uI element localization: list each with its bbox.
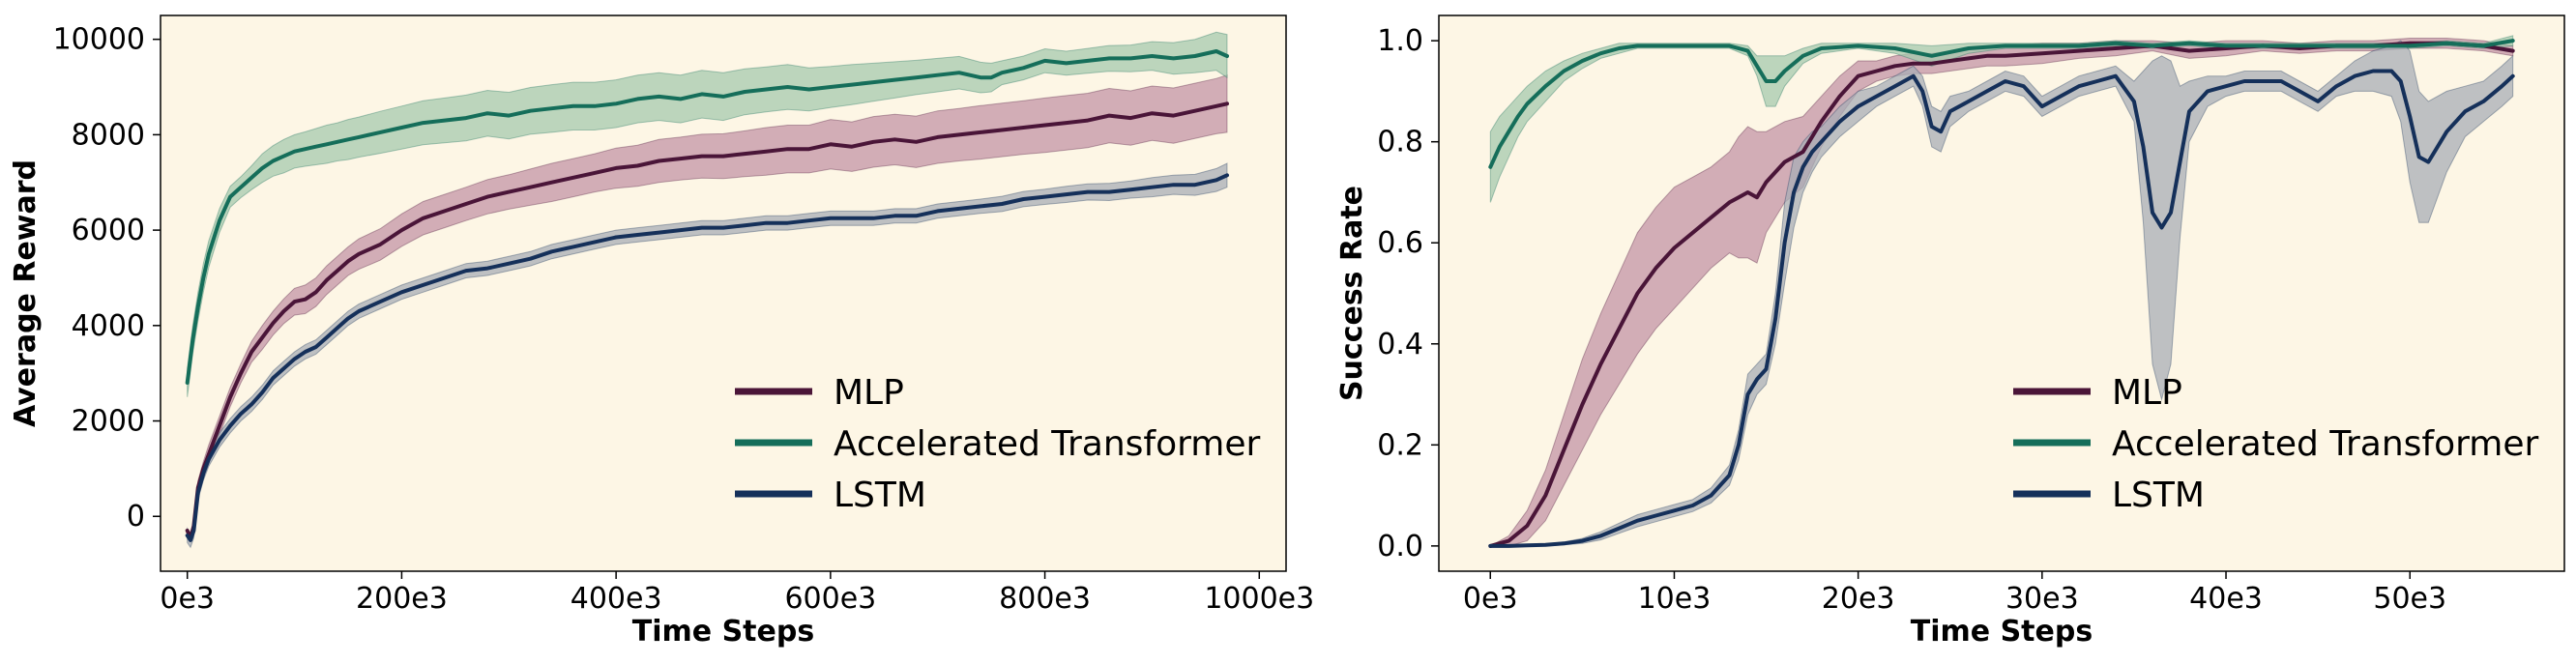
y-tick-label: 0	[127, 500, 145, 534]
x-tick-label: 0e3	[160, 582, 215, 616]
x-tick-label: 600e3	[784, 582, 876, 616]
y-tick-label: 0.6	[1377, 226, 1423, 260]
y-tick-label: 4000	[72, 309, 145, 343]
legend: MLP Accelerated Transformer LSTM	[2013, 373, 2539, 515]
band-accelerated-transformer	[1489, 35, 2514, 203]
band-lstm	[187, 162, 1228, 549]
data-layer	[1488, 35, 2515, 548]
x-tick-label: 200e3	[356, 582, 448, 616]
x-tick-label: 10e3	[1638, 582, 1712, 616]
x-tick-label: 50e3	[2373, 582, 2446, 616]
series-line-accelerated-transformer	[185, 49, 1229, 385]
x-tick-label: 400e3	[571, 582, 662, 616]
chart-panel-1: 0e3 200e3 400e3 600e3 800e3 1000e3 0 2000 4000 60…	[9, 14, 1314, 649]
y-tick-label: 0.2	[1377, 428, 1423, 462]
x-tick-label: 1000e3	[1204, 582, 1314, 616]
x-tick-label: 30e3	[2005, 582, 2079, 616]
x-axis-title: Time Steps	[632, 615, 814, 649]
y-axis-title: Average Reward	[9, 159, 43, 427]
y-tick-label: 6000	[72, 214, 145, 247]
data-layer	[185, 31, 1229, 549]
band-accelerated-transformer	[187, 31, 1228, 397]
chart-panel-2: 0e3 10e3 20e3 30e3 40e3 50e3 0.0 0.2 0.4 0.6 0.8 1.…	[1335, 14, 2565, 649]
x-tick-label: 800e3	[999, 582, 1091, 616]
x-tick-label: 20e3	[1822, 582, 1895, 616]
legend-label: MLP	[2112, 373, 2182, 413]
legend-label: Accelerated Transformer	[834, 424, 1261, 464]
y-tick-label: 0.8	[1377, 126, 1423, 159]
x-axis-title: Time Steps	[1911, 615, 2093, 649]
y-tick-label: 0.4	[1377, 328, 1423, 361]
y-tick-label: 2000	[72, 405, 145, 439]
plot-frame	[160, 14, 1287, 572]
y-tick-label: 1.0	[1377, 24, 1423, 58]
plot-frame	[1438, 14, 2565, 572]
x-tick-label: 40e3	[2189, 582, 2263, 616]
series-line-lstm	[185, 173, 1229, 542]
legend-label: MLP	[834, 373, 904, 413]
legend-label: LSTM	[2112, 476, 2205, 515]
series-line-mlp	[185, 101, 1229, 540]
series-line-lstm	[1488, 69, 2515, 548]
x-tick-label: 0e3	[1463, 582, 1518, 616]
series-line-accelerated-transformer	[1488, 39, 2515, 169]
y-axis-title: Success Rate	[1335, 186, 1369, 401]
y-tick-label: 0.0	[1377, 530, 1423, 563]
y-tick-label: 8000	[72, 118, 145, 152]
legend-label: Accelerated Transformer	[2112, 424, 2539, 464]
legend: MLP Accelerated Transformer LSTM	[735, 373, 1261, 515]
legend-label: LSTM	[834, 476, 926, 515]
y-tick-label: 10000	[53, 23, 145, 57]
